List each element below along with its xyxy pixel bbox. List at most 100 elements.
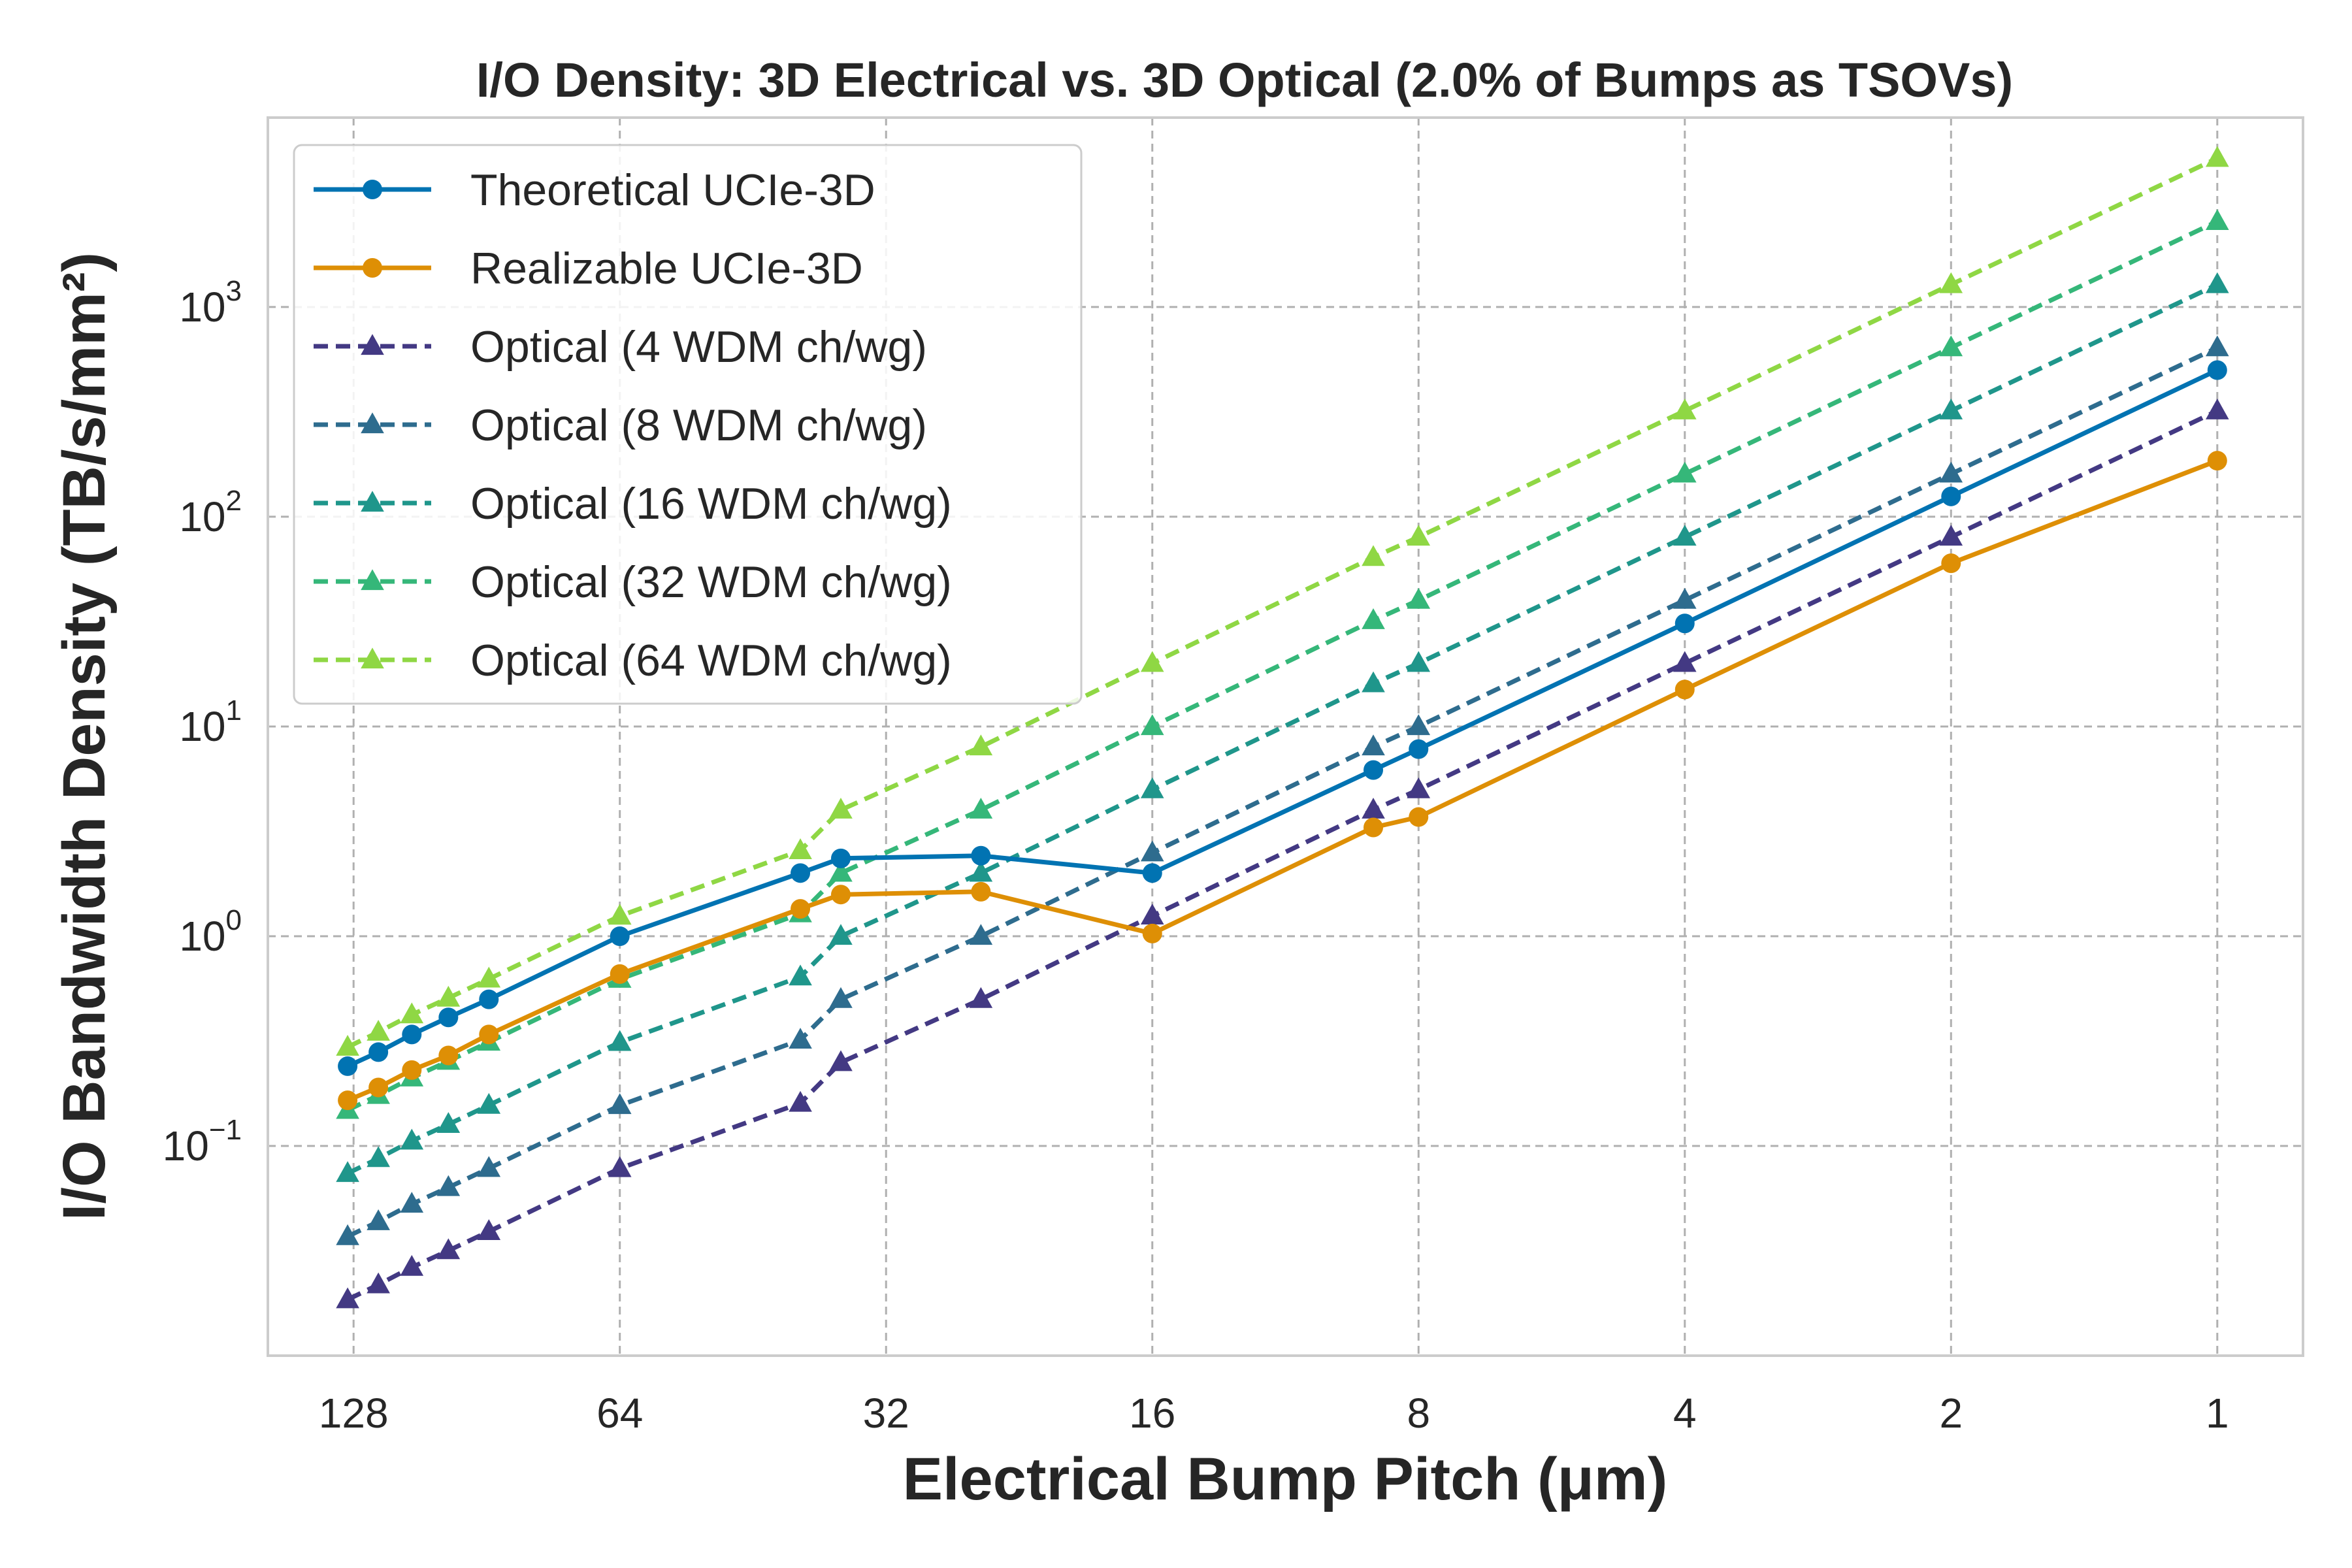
data-point — [338, 1090, 358, 1111]
x-tick-label: 128 — [319, 1390, 389, 1437]
data-point — [361, 647, 384, 669]
y-tick-exponent: 3 — [226, 275, 242, 307]
data-point — [436, 1112, 461, 1134]
data-point — [1362, 608, 1385, 629]
data-point — [1673, 587, 1697, 609]
legend-box — [293, 144, 1083, 705]
data-point — [438, 1007, 459, 1028]
data-point — [477, 1219, 501, 1241]
series-2 — [336, 399, 2229, 1309]
y-tick-base: 10 — [179, 703, 225, 750]
data-point — [2205, 399, 2229, 419]
data-point — [367, 1272, 390, 1294]
x-tick-label: 4 — [1673, 1390, 1697, 1437]
data-point — [2205, 335, 2229, 357]
x-tick-label: 64 — [596, 1390, 643, 1437]
data-point — [400, 1128, 424, 1150]
series-1 — [338, 451, 2227, 1111]
data-point — [2205, 209, 2229, 230]
data-point — [1407, 651, 1431, 672]
x-tick-label: 16 — [1129, 1390, 1175, 1437]
data-point — [1364, 817, 1384, 838]
data-point — [1362, 797, 1385, 819]
data-point — [1673, 651, 1697, 672]
data-point — [1409, 739, 1429, 759]
data-point — [610, 964, 630, 984]
data-point — [1140, 840, 1164, 862]
data-point — [608, 1030, 632, 1051]
data-point — [1673, 399, 1697, 419]
data-point — [608, 904, 632, 925]
data-point — [2205, 272, 2229, 293]
legend-item: Theoretical UCIe-3D — [314, 165, 875, 215]
series-line — [346, 219, 2219, 1113]
y-tick-base: 10 — [179, 493, 225, 540]
data-point — [1674, 613, 1695, 634]
data-point — [969, 860, 993, 882]
y-tick-exponent: 2 — [226, 485, 242, 517]
data-point — [361, 491, 384, 512]
data-point — [829, 987, 853, 1008]
series-3 — [336, 335, 2229, 1245]
data-point — [367, 1209, 390, 1230]
data-point — [829, 860, 853, 882]
plot-frame — [267, 116, 2304, 1357]
data-point — [1407, 587, 1431, 609]
data-point — [361, 412, 384, 434]
data-point — [830, 885, 851, 905]
series-6 — [336, 146, 2229, 1056]
y-tick-label: 102 — [179, 485, 242, 540]
series-line — [346, 408, 2219, 1302]
data-point — [969, 987, 993, 1008]
legend-label: Optical (4 WDM ch/wg) — [470, 322, 927, 372]
data-point — [368, 1042, 389, 1062]
series-layer — [336, 146, 2229, 1309]
data-point — [791, 899, 811, 919]
y-tick-exponent: 1 — [226, 694, 242, 727]
data-point — [2207, 451, 2227, 471]
y-tick-label: 103 — [179, 275, 242, 331]
data-point — [789, 964, 812, 986]
data-point — [608, 1093, 632, 1115]
data-point — [1407, 525, 1431, 546]
y-tick-label: 100 — [179, 904, 242, 960]
data-point — [1142, 863, 1162, 883]
series-line — [346, 156, 2219, 1049]
x-tick-label: 8 — [1407, 1390, 1430, 1437]
data-point — [969, 734, 993, 756]
legend-label: Realizable UCIe-3D — [470, 244, 863, 293]
data-point — [1140, 904, 1164, 924]
data-point — [971, 845, 991, 866]
data-point — [436, 985, 461, 1007]
data-point — [829, 1050, 853, 1071]
data-point — [610, 926, 630, 946]
x-tick-label: 2 — [1939, 1390, 1963, 1437]
data-point — [789, 1090, 812, 1112]
data-point — [1409, 807, 1429, 827]
data-point — [1939, 335, 1963, 357]
data-point — [400, 1254, 424, 1276]
data-point — [438, 1045, 459, 1066]
data-point — [1939, 399, 1963, 419]
data-point — [361, 334, 384, 355]
data-point — [1140, 777, 1164, 798]
legend-label: Theoretical UCIe-3D — [470, 165, 875, 215]
legend-label: Optical (8 WDM ch/wg) — [470, 400, 927, 450]
data-point — [1142, 923, 1162, 943]
data-point — [971, 881, 991, 902]
x-tick-labels: 128 64 32 16 8 4 2 1 — [319, 1390, 2229, 1437]
data-point — [1673, 461, 1697, 483]
y-tick-label: 10−1 — [163, 1114, 242, 1169]
data-point — [1407, 714, 1431, 736]
data-point — [1362, 671, 1385, 693]
y-tick-base: 10 — [179, 284, 225, 331]
legend-item: Optical (8 WDM ch/wg) — [314, 400, 927, 450]
data-point — [1939, 461, 1963, 483]
legend-item: Optical (64 WDM ch/wg) — [314, 636, 952, 685]
legend-item: Optical (4 WDM ch/wg) — [314, 322, 927, 372]
data-point — [402, 1024, 422, 1045]
y-tick-label: 101 — [179, 694, 242, 750]
legend-items: Theoretical UCIe-3D Realizable UCIe-3D Opt… — [314, 165, 952, 685]
